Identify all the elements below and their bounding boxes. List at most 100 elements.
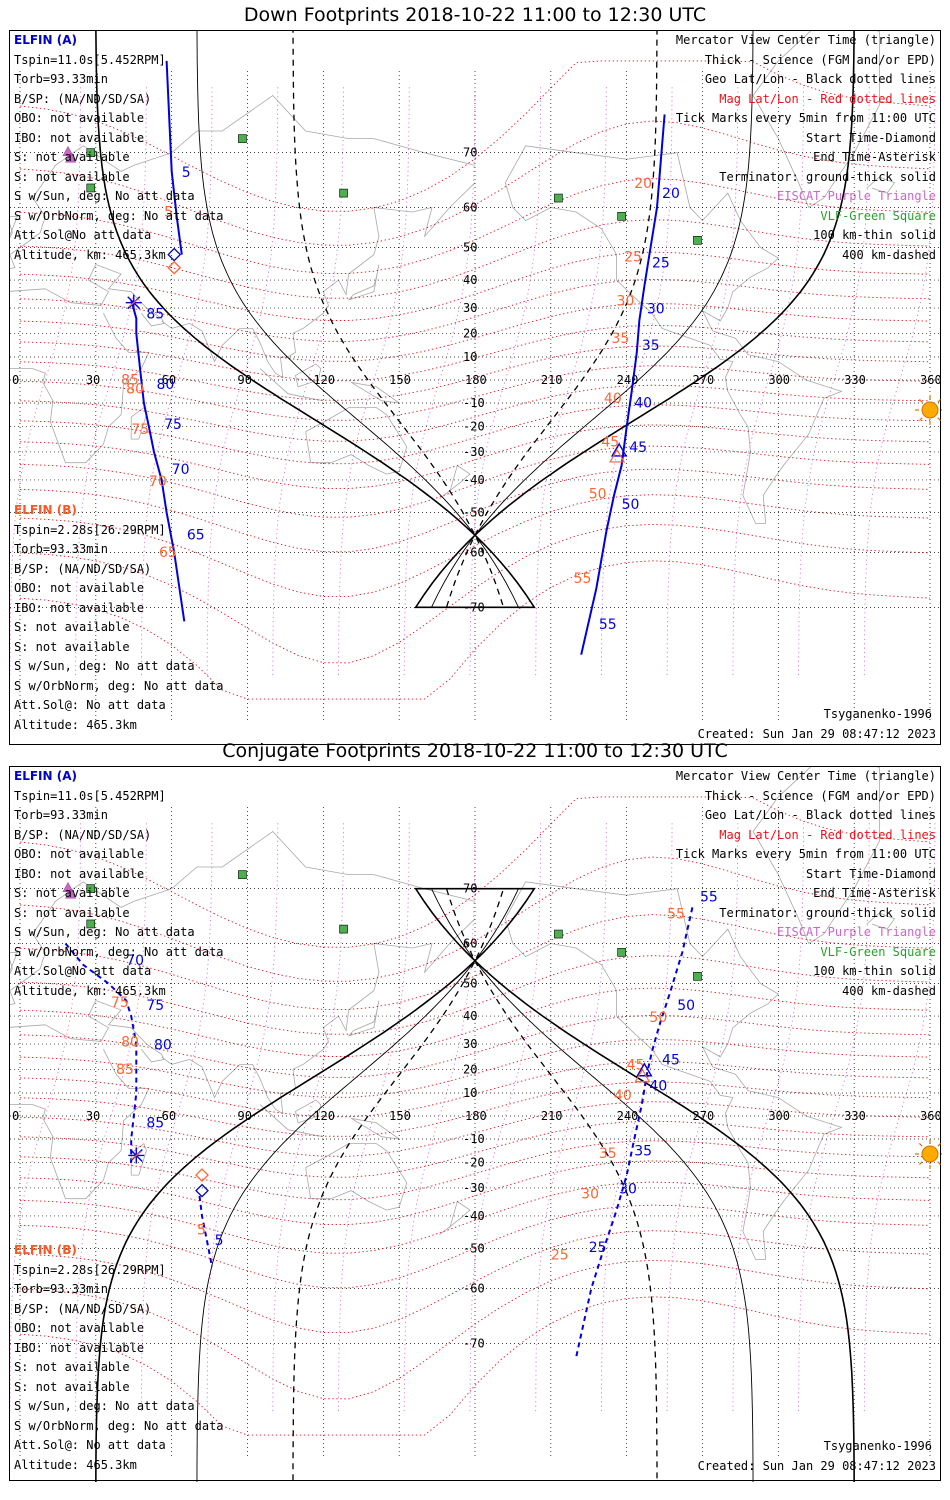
elfin-a-info: ELFIN (A) Tspin=11.0s[5.452RPM] Torb=93.… <box>14 31 224 265</box>
sun-icon <box>921 401 939 419</box>
track-time-label: 55 <box>667 907 685 923</box>
track-time-label: 40 <box>634 396 652 412</box>
vlf-green-square-icon <box>339 924 348 934</box>
lon-tick-label: 90 <box>238 1109 252 1123</box>
magnetic-latitude-line <box>19 120 931 246</box>
lat-tick-label: -40 <box>463 473 485 487</box>
magnetic-latitude-line <box>19 523 931 664</box>
start-diamond-icon <box>195 1183 209 1198</box>
lon-tick-label: 210 <box>541 373 563 387</box>
eiscat-purple-triangle-icon <box>65 152 77 163</box>
legend-science: Thick - Science (FGM and/or EPD) <box>704 52 936 67</box>
elfin-b-s-sun: S w/Sun, deg: No att data <box>14 659 195 673</box>
magnetic-latitude-line <box>19 1181 931 1254</box>
track-a_mid <box>130 299 186 622</box>
lat-tick-label: 40 <box>463 273 477 287</box>
lon-tick-label: 360 <box>920 373 942 387</box>
vlf-green-square-icon <box>86 919 96 929</box>
legend-100km: 100 km-thin solid <box>813 228 936 242</box>
elfin-b-s2: S: not available <box>14 639 130 654</box>
legend-100km: 100 km-thin solid <box>813 964 936 978</box>
elfin-a-obo: OBO: not available <box>14 111 145 125</box>
elfin-a-s2: S: not available <box>14 905 130 920</box>
vlf-green-square-icon <box>86 884 96 893</box>
track-time-label: 75 <box>146 998 164 1014</box>
magnetic-latitude-line <box>19 1038 931 1098</box>
track-time-label: 65 <box>159 545 177 561</box>
track-time-label: 30 <box>619 1181 637 1197</box>
elfin-b-s2: S: not available <box>14 1379 130 1394</box>
lat-tick-label: -50 <box>463 505 485 519</box>
footer-model: Tsyganenko-1996 <box>823 1439 932 1453</box>
track-time-label: 30 <box>617 293 635 309</box>
track-time-label: 80 <box>121 1035 139 1051</box>
lat-tick-label: 30 <box>463 301 477 315</box>
track-time-label: 70 <box>172 462 190 478</box>
lat-tick-label: 30 <box>463 1037 477 1051</box>
lat-tick-label: -10 <box>463 396 485 410</box>
lat-tick-label: 40 <box>463 1009 477 1023</box>
vlf-green-square-icon <box>554 193 563 203</box>
track-time-label: 50 <box>649 1010 667 1026</box>
legend-end-time: End Time-Asterisk <box>813 886 936 900</box>
lat-tick-label: 60 <box>463 936 477 950</box>
lat-tick-label: -70 <box>463 600 485 614</box>
legend-mag-grid: Mag Lat/Lon - Red dotted lines <box>719 827 936 842</box>
track-time-label: 40 <box>604 391 622 407</box>
track-time-label: 25 <box>551 1247 569 1263</box>
lon-tick-label: 270 <box>693 373 715 387</box>
lon-tick-label: 0 <box>12 1109 19 1123</box>
coastline <box>10 952 19 975</box>
legend-eiscat: EISCAT-Purple Triangle <box>777 189 936 203</box>
track-time-label: 45 <box>601 435 619 451</box>
end-asterisk-icon <box>130 1150 142 1160</box>
track-time-label: 20 <box>634 176 652 192</box>
sun-ray <box>937 417 942 422</box>
legend-start-time: Start Time-Diamond <box>805 130 936 145</box>
coastline <box>866 176 896 194</box>
track-a_north <box>64 942 138 1163</box>
track-time-label: 25 <box>624 249 642 265</box>
track-time-label: 80 <box>126 382 144 398</box>
lat-tick-label: 50 <box>463 241 477 255</box>
elfin-a-s-sun: S w/Sun, deg: No att data <box>14 925 195 939</box>
elfin-b-bsp: B/SP: (NA/ND/SD/SA) <box>14 1301 152 1316</box>
magnetic-latitude-line <box>19 384 931 442</box>
magnetic-latitude-line <box>19 219 931 299</box>
start-diamond-icon <box>167 247 182 262</box>
sun-ray <box>937 1161 942 1166</box>
coastline <box>161 918 476 1115</box>
magnetic-latitude-line <box>19 404 931 465</box>
vlf-green-square-icon <box>617 948 626 957</box>
elfin-b-header: ELFIN (B) <box>14 503 77 517</box>
lat-tick-label: 70 <box>463 882 477 896</box>
footer-model: Tsyganenko-1996 <box>823 707 932 721</box>
legend: Mercator View Center Time (triangle) Thi… <box>676 767 936 1001</box>
track-time-label: 55 <box>700 889 718 905</box>
elfin-b-attsol: Att.Sol@: No att data <box>14 1438 166 1452</box>
lon-tick-label: 300 <box>768 1109 790 1123</box>
legend-tick-marks: Tick Marks every 5min from 11:00 UTC <box>675 847 936 861</box>
track-time-label: 50 <box>677 998 695 1014</box>
track-time-label: 80 <box>154 1037 172 1053</box>
track-time-label: 35 <box>599 1146 617 1162</box>
coastline <box>10 830 476 1005</box>
track-time-label: 45 <box>627 1057 645 1073</box>
lat-tick-label: 20 <box>463 1062 477 1076</box>
center-triangle-icon <box>610 442 628 457</box>
coastline <box>752 31 880 208</box>
coastline <box>348 1000 380 1037</box>
track-time-label: 50 <box>622 497 640 513</box>
footer-created: Created: Sun Jan 29 08:47:12 2023 <box>697 727 936 741</box>
elfin-a-s-orb: S w/OrbNorm, deg: No att data <box>14 208 224 223</box>
vlf-green-square-icon <box>86 148 96 157</box>
coastline <box>259 368 324 402</box>
sun-ray <box>937 398 942 403</box>
start-diamond-icon <box>195 1168 209 1182</box>
vlf-green-square-icon <box>554 929 563 939</box>
track-time-label: 65 <box>187 527 205 543</box>
elfin-b-s-sun: S w/Sun, deg: No att data <box>14 1399 195 1413</box>
coastline <box>348 264 380 301</box>
lat-tick-label: 20 <box>463 326 477 340</box>
lon-tick-label: 240 <box>617 373 639 387</box>
